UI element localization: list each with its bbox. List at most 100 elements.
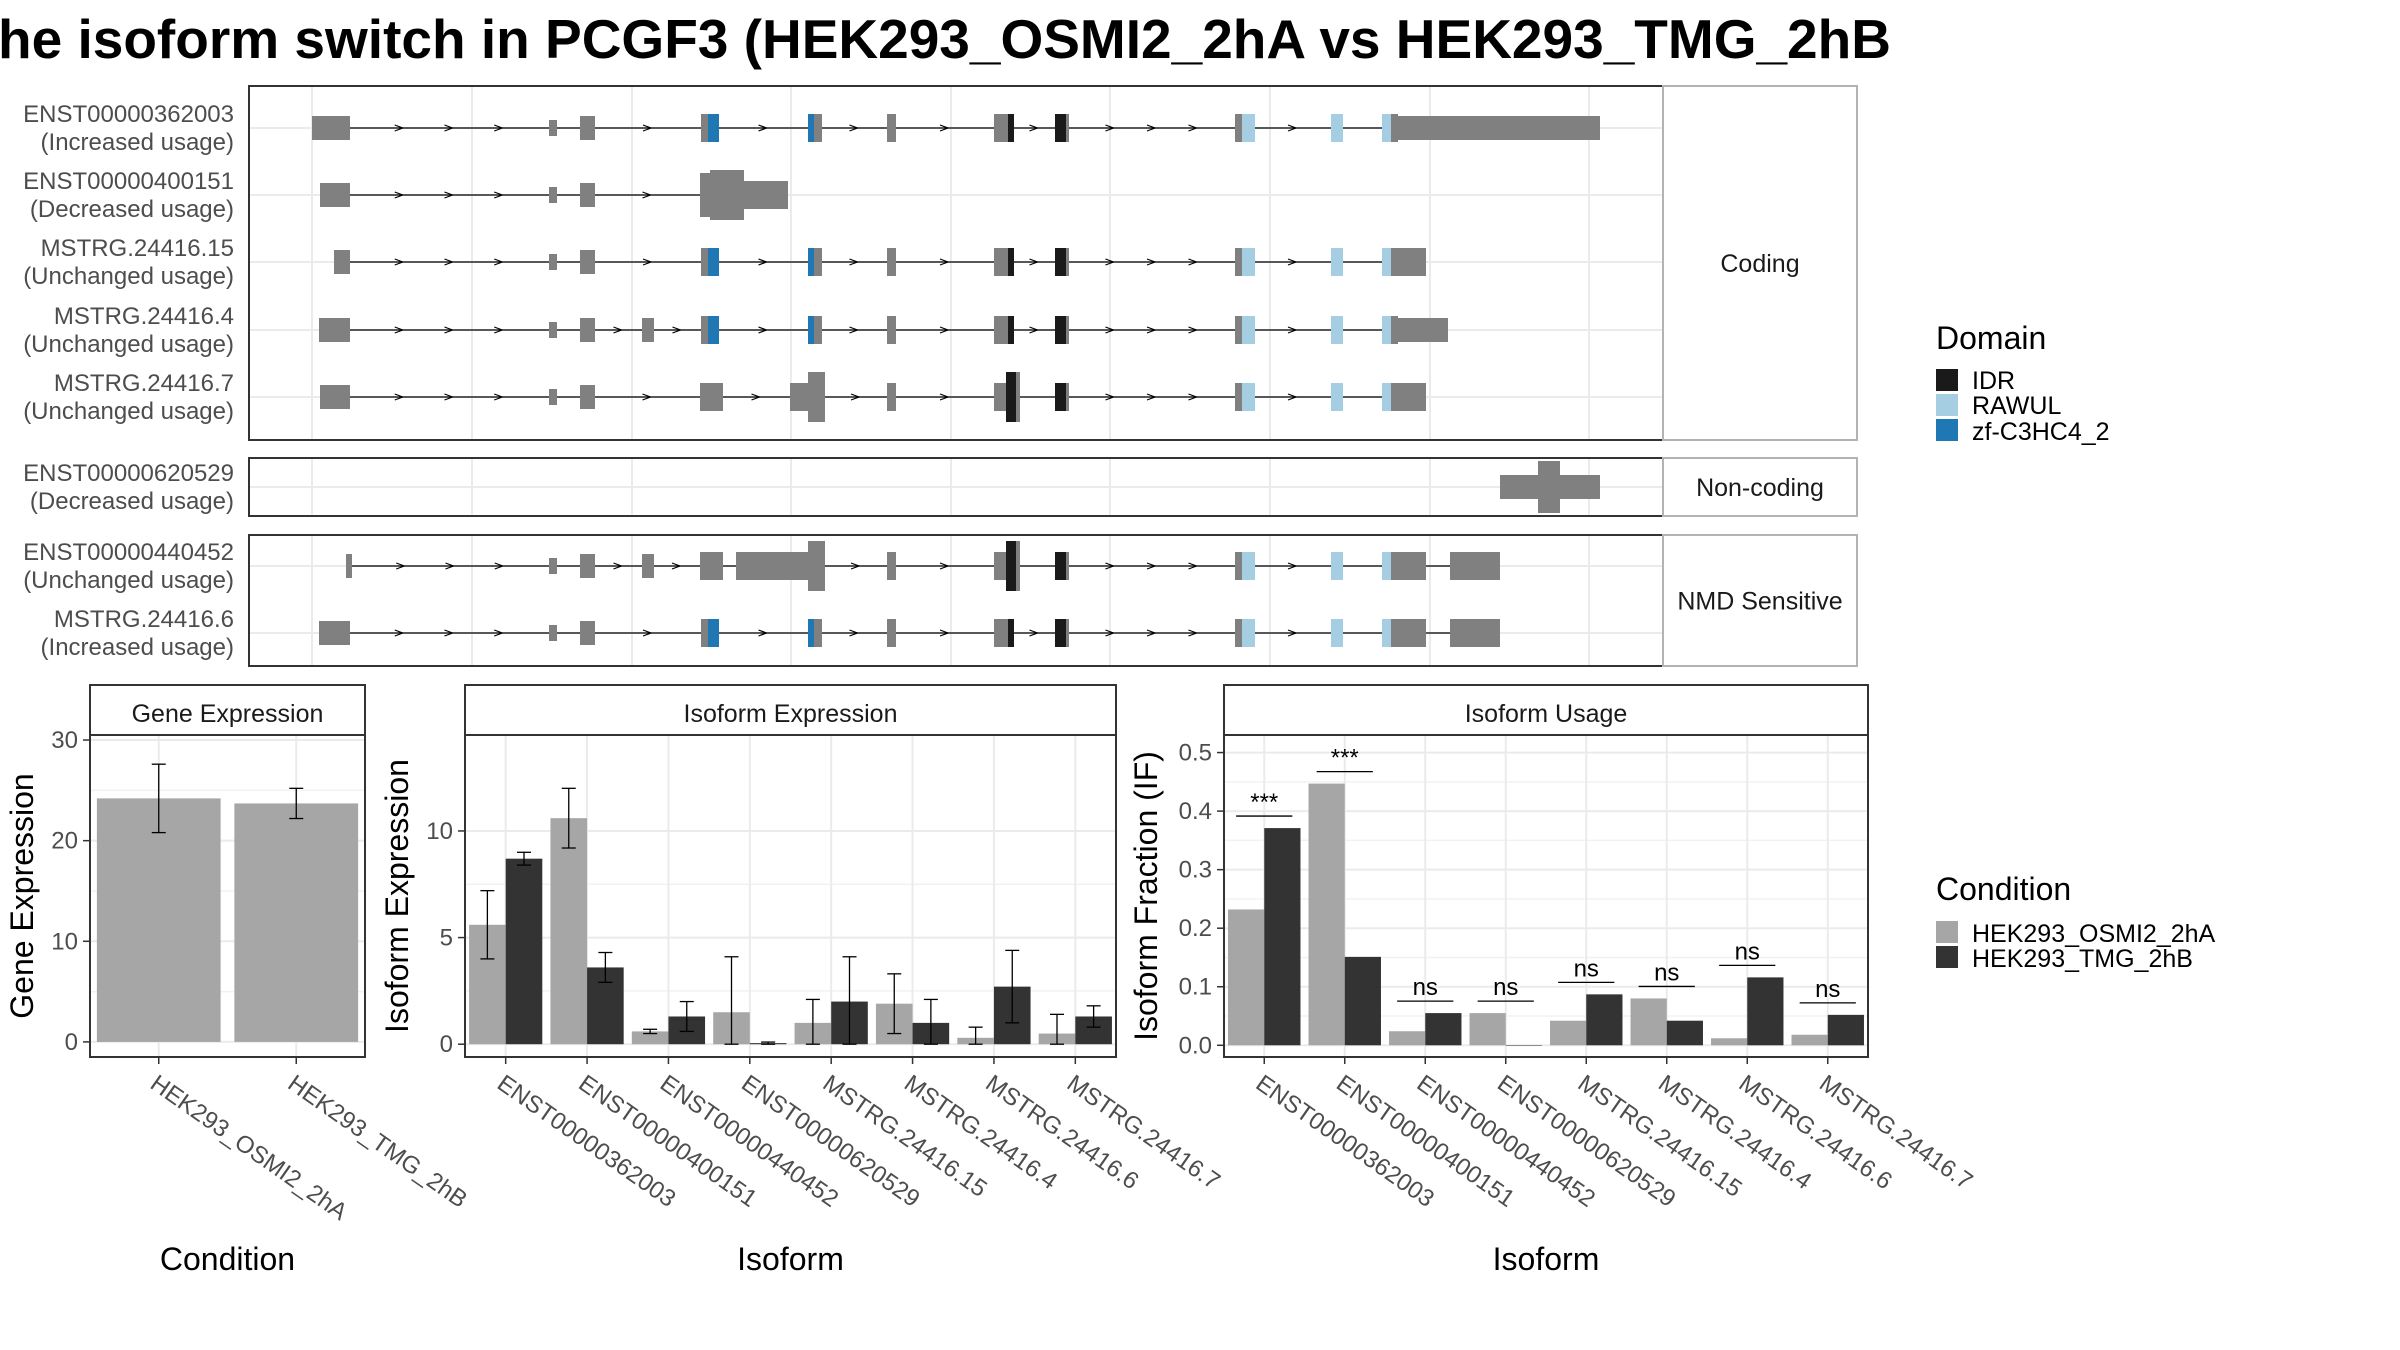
intron-arrow — [444, 191, 455, 199]
exon — [814, 114, 822, 142]
legend-key-osmi2 — [1936, 921, 1958, 943]
bar — [1389, 1031, 1426, 1046]
intron-arrow — [1188, 258, 1199, 266]
intron-arrow — [1146, 629, 1157, 637]
domain-segment — [808, 619, 814, 647]
y-tick-label: 5 — [440, 925, 453, 952]
intron-arrow — [671, 562, 682, 570]
condition-legend-title: Condition — [1936, 871, 2071, 907]
transcript-model — [346, 541, 1500, 591]
exon — [580, 385, 595, 409]
domain-segment — [1008, 248, 1014, 276]
intron-arrow — [1287, 393, 1298, 401]
bar — [1791, 1034, 1828, 1046]
exon — [701, 248, 708, 276]
legend-key-idr — [1936, 369, 1958, 391]
panel-title: Isoform Usage — [1465, 700, 1628, 728]
intron-arrow — [850, 562, 861, 570]
bar — [1747, 977, 1784, 1046]
intron-arrow — [394, 629, 405, 637]
domain-segment — [1331, 383, 1343, 411]
domain-segment — [1055, 552, 1066, 580]
intron-arrow — [758, 629, 769, 637]
isoform-name-label: ENST00000620529 — [23, 460, 234, 487]
legend-label-osmi2: HEK293_OSMI2_2hA — [1972, 920, 2216, 948]
exon — [1560, 475, 1600, 499]
intron-arrow — [1287, 326, 1298, 334]
exon — [700, 173, 710, 217]
y-axis-title: Gene Expression — [4, 773, 40, 1018]
panel-title: Gene Expression — [132, 700, 324, 728]
domain-legend-title: Domain — [1936, 320, 2046, 356]
domain-segment — [1006, 541, 1016, 591]
exon — [334, 250, 350, 274]
intron-arrow — [1287, 629, 1298, 637]
y-tick-label: 0 — [65, 1029, 78, 1056]
exon — [1016, 541, 1020, 591]
y-tick-label: 10 — [51, 928, 78, 955]
legend-key-tmg — [1936, 946, 1958, 968]
intron-arrow — [494, 393, 504, 401]
transcript-model — [319, 619, 1500, 647]
exon — [1235, 316, 1242, 344]
exon — [744, 181, 788, 209]
exon — [814, 316, 822, 344]
intron-arrow — [396, 562, 406, 570]
intron-arrow — [494, 191, 504, 199]
exon — [1398, 248, 1426, 276]
exon — [580, 554, 595, 578]
intron-arrow — [394, 393, 405, 401]
domain-segment — [1382, 114, 1391, 142]
intron-arrow — [494, 326, 504, 334]
intron-arrow — [1188, 393, 1199, 401]
exon — [814, 619, 822, 647]
exon — [549, 558, 557, 574]
y-tick-label: 0 — [440, 1031, 453, 1058]
exon — [1398, 318, 1448, 342]
intron-arrow — [939, 393, 950, 401]
x-axis-title: Isoform — [1493, 1241, 1600, 1277]
domain-segment — [1331, 248, 1343, 276]
intron-arrow — [494, 124, 504, 132]
domain-segment — [1331, 619, 1343, 647]
intron-arrow — [394, 124, 405, 132]
intron-arrow — [1146, 393, 1157, 401]
domain-segment — [1382, 316, 1391, 344]
plot-border — [1223, 734, 1869, 1058]
bar — [234, 803, 359, 1042]
exon — [887, 383, 896, 411]
facet-strip-label: NMD Sensitive — [1677, 588, 1842, 616]
facet-strip — [1662, 457, 1858, 517]
significance-label: ns — [1574, 955, 1599, 982]
domain-segment — [1382, 619, 1391, 647]
legend-label-rawul: RAWUL — [1972, 392, 2061, 420]
isoform-usage-label: (Increased usage) — [41, 634, 234, 661]
domain-segment — [1242, 114, 1255, 142]
domain-segment — [708, 114, 719, 142]
intron-arrow — [1188, 124, 1199, 132]
exon — [1235, 248, 1242, 276]
intron-arrow — [1105, 326, 1116, 334]
isoform-usage-label: (Unchanged usage) — [23, 567, 234, 594]
intron-arrow — [1188, 326, 1199, 334]
significance-label: *** — [1250, 789, 1278, 816]
isoform-name-label: MSTRG.24416.7 — [54, 370, 234, 397]
intron-arrow — [642, 124, 653, 132]
exon — [814, 248, 822, 276]
intron-arrow — [751, 393, 762, 401]
exon — [580, 183, 595, 207]
exon — [1235, 383, 1242, 411]
bar — [1586, 994, 1623, 1046]
exon — [1066, 383, 1069, 411]
legend-label-zf: zf-C3HC4_2 — [1972, 418, 2110, 446]
domain-segment — [708, 619, 719, 647]
panel-title: Isoform Expression — [684, 700, 898, 728]
domain-segment — [1382, 383, 1391, 411]
intron-arrow — [672, 326, 683, 334]
y-tick-label: 0.3 — [1179, 857, 1212, 884]
y-tick-label: 30 — [51, 727, 78, 754]
intron-arrow — [758, 326, 769, 334]
exon — [1235, 552, 1242, 580]
domain-segment — [1055, 248, 1066, 276]
